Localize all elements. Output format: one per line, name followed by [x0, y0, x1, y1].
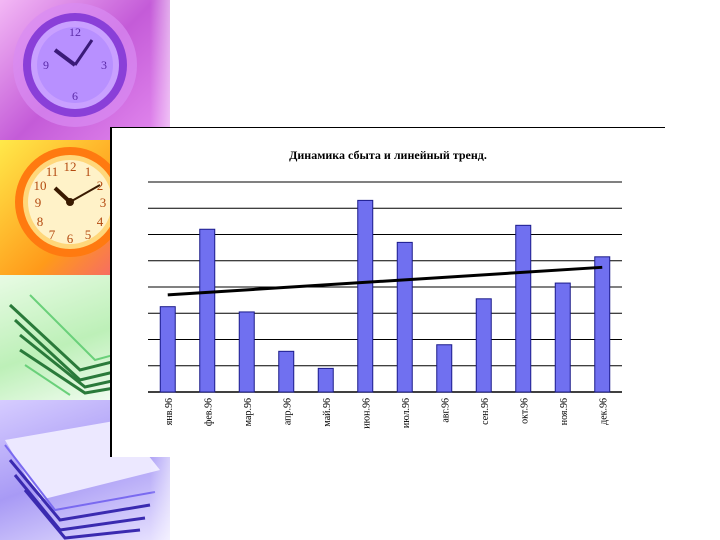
trend-line-group — [167, 265, 603, 297]
bar — [396, 241, 413, 393]
svg-text:6: 6 — [72, 89, 78, 103]
svg-text:11: 11 — [46, 164, 59, 179]
bar — [238, 311, 255, 393]
bar — [159, 306, 176, 393]
svg-text:9: 9 — [43, 58, 49, 72]
svg-text:3: 3 — [100, 195, 107, 210]
category-label: апр.96 — [282, 398, 293, 425]
bar — [199, 228, 216, 393]
svg-text:7: 7 — [49, 227, 56, 242]
bar — [436, 344, 453, 393]
purple-clock-image: 12 3 6 9 — [0, 0, 170, 140]
svg-text:3: 3 — [101, 58, 107, 72]
chart-title: Динамика сбыта и линейный тренд. — [289, 148, 487, 162]
category-label: май.96 — [322, 398, 333, 427]
category-label: фев.96 — [203, 398, 214, 426]
chart-panel-border-top — [112, 127, 665, 128]
svg-text:6: 6 — [67, 231, 74, 246]
bar — [317, 367, 334, 393]
chart-panel-border-left — [110, 127, 112, 457]
svg-text:9: 9 — [35, 195, 42, 210]
category-label: ноя.96 — [559, 398, 570, 425]
bar — [357, 199, 374, 393]
svg-text:4: 4 — [97, 214, 104, 229]
svg-text:8: 8 — [37, 214, 44, 229]
category-label: июл.96 — [401, 398, 412, 428]
bar — [515, 224, 532, 393]
svg-text:5: 5 — [85, 227, 92, 242]
trend-line — [167, 265, 603, 297]
category-label: янв.96 — [164, 398, 175, 425]
category-labels: янв.96 фев.96 мар.96 апр.96 май.96 июн.96 июл.… — [164, 398, 610, 429]
bar — [278, 350, 295, 393]
bar — [594, 256, 611, 393]
category-label: июн.96 — [361, 398, 372, 429]
bar — [475, 298, 492, 393]
category-label: дек.96 — [598, 398, 609, 425]
category-label: окт.96 — [519, 398, 530, 424]
category-label: мар.96 — [243, 398, 254, 426]
bar — [554, 282, 571, 393]
category-label: авг.96 — [440, 398, 451, 423]
bars — [159, 199, 611, 393]
grid-lines — [148, 181, 622, 393]
svg-text:1: 1 — [85, 164, 92, 179]
svg-text:12: 12 — [69, 25, 81, 39]
svg-text:12: 12 — [64, 159, 77, 174]
svg-text:10: 10 — [34, 178, 47, 193]
category-label: сен.96 — [480, 398, 491, 425]
